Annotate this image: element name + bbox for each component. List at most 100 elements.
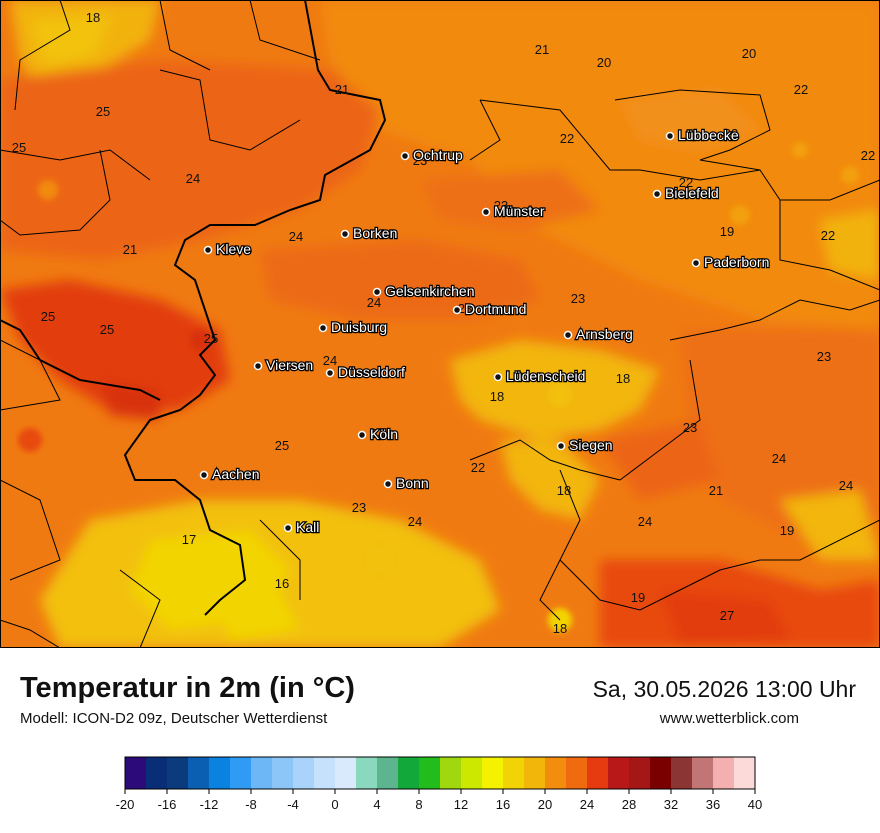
temp-value: 19 — [720, 224, 734, 239]
temp-value: 24 — [323, 353, 337, 368]
temp-value: 24 — [638, 514, 652, 529]
legend-color-cell — [146, 757, 168, 789]
city-label: Düsseldorf — [338, 364, 405, 380]
temp-value: 24 — [289, 229, 303, 244]
legend-color-cell — [524, 757, 546, 789]
forecast-datetime: Sa, 30.05.2026 13:00 Uhr — [592, 676, 856, 702]
city-kleve: Kleve — [203, 240, 252, 258]
city-label: Borken — [353, 225, 397, 241]
temp-value: 18 — [553, 621, 567, 636]
city-bonn: Bonn — [383, 474, 430, 492]
city-muenster: Münster — [481, 202, 546, 220]
city-label: Viersen — [266, 357, 313, 373]
legend-color-cell — [272, 757, 294, 789]
city-siegen: Siegen — [556, 436, 614, 454]
temp-value: 24 — [839, 478, 853, 493]
legend-color-cell — [398, 757, 420, 789]
legend-tick-label: 36 — [706, 797, 720, 812]
temp-value: 25 — [204, 331, 218, 346]
legend-tick-label: -4 — [287, 797, 299, 812]
legend-color-cell — [608, 757, 630, 789]
legend-tick-label: 4 — [373, 797, 380, 812]
footer: Temperatur in 2m (in °C) Modell: ICON-D2… — [0, 648, 880, 830]
legend-color-cell — [314, 757, 336, 789]
legend-color-cell — [209, 757, 231, 789]
city-label: Kleve — [216, 241, 251, 257]
temp-value: 24 — [408, 514, 422, 529]
legend-tick-label: -20 — [116, 797, 135, 812]
temp-value: 24 — [367, 295, 381, 310]
legend-color-cell — [461, 757, 483, 789]
legend-ticks: -20 -16 -12 -8 -4 0 4 8 12 16 20 24 28 32 36 40 — [116, 789, 762, 812]
city-label: Bielefeld — [665, 185, 719, 201]
city-dortmund: Dortmund — [452, 300, 528, 318]
legend-tick-label: -16 — [158, 797, 177, 812]
temp-value: 18 — [490, 389, 504, 404]
temp-value: 24 — [186, 171, 200, 186]
legend-tick-label: -8 — [245, 797, 257, 812]
legend-color-cell — [545, 757, 567, 789]
city-kall: Kall — [283, 518, 321, 536]
temp-value: 23 — [494, 198, 508, 213]
legend-tick-label: 12 — [454, 797, 468, 812]
city-luedenscheid: Lüdenscheid — [493, 367, 587, 385]
legend-color-cell — [167, 757, 189, 789]
temp-value: 25 — [41, 309, 55, 324]
legend-color-cell — [188, 757, 210, 789]
temp-value: 23 — [352, 500, 366, 515]
legend-tick-label: 20 — [538, 797, 552, 812]
temp-value: 18 — [616, 371, 630, 386]
city-label: Aachen — [212, 466, 259, 482]
border-lines — [0, 0, 880, 648]
temp-value: 24 — [371, 426, 385, 441]
temp-value: 25 — [100, 322, 114, 337]
temp-value: 22 — [471, 460, 485, 475]
country-border — [0, 0, 387, 616]
color-legend: -20 -16 -12 -8 -4 0 4 8 12 16 20 24 28 32 36 40 — [0, 748, 880, 828]
legend-color-cell — [440, 757, 462, 789]
city-label: Siegen — [569, 437, 613, 453]
temp-value: 24 — [772, 451, 786, 466]
temp-value: 22 — [794, 82, 808, 97]
legend-color-cell — [377, 757, 399, 789]
website-link[interactable]: www.wetterblick.com — [659, 710, 799, 727]
temp-value: 20 — [742, 46, 756, 61]
city-label: Münster — [494, 203, 545, 219]
legend-color-cell — [482, 757, 504, 789]
temp-value: 22 — [861, 148, 875, 163]
legend-color-cell — [671, 757, 693, 789]
temp-value: 19 — [631, 590, 645, 605]
city-label: Lüdenscheid — [506, 368, 585, 384]
temp-value: 23 — [817, 349, 831, 364]
legend-tick-label: 24 — [580, 797, 594, 812]
temp-value: 27 — [720, 608, 734, 623]
legend-color-cell — [713, 757, 735, 789]
legend-tick-label: 28 — [622, 797, 636, 812]
city-label: Kall — [296, 519, 319, 535]
temp-value: 20 — [597, 55, 611, 70]
legend-color-cell — [503, 757, 525, 789]
legend-tick-label: 32 — [664, 797, 678, 812]
city-label: Dortmund — [465, 301, 526, 317]
city-label: Paderborn — [704, 254, 769, 270]
city-markers: Ochtrup Lübbecke Münster Bielefeld Borke… — [199, 126, 771, 536]
temp-value: 21 — [535, 42, 549, 57]
temp-value: 23 — [413, 153, 427, 168]
city-borken: Borken — [340, 224, 399, 242]
temp-value: 25 — [12, 140, 26, 155]
temp-value: 25 — [275, 438, 289, 453]
temp-value: 21 — [709, 483, 723, 498]
city-label: Lübbecke — [678, 127, 739, 143]
legend-color-cell — [293, 757, 315, 789]
temperature-values: 18 21 20 20 21 22 25 25 22 22 24 22 22 1… — [12, 10, 875, 636]
legend-color-cell — [356, 757, 378, 789]
legend-tick-label: 8 — [415, 797, 422, 812]
legend-color-cell — [734, 757, 756, 789]
temp-value: 18 — [557, 483, 571, 498]
legend-tick-label: 16 — [496, 797, 510, 812]
temp-value: 21 — [123, 242, 137, 257]
city-label: Bonn — [396, 475, 429, 491]
city-label: Duisburg — [331, 319, 387, 335]
temp-value: 18 — [86, 10, 100, 25]
temp-value: 22 — [679, 175, 693, 190]
